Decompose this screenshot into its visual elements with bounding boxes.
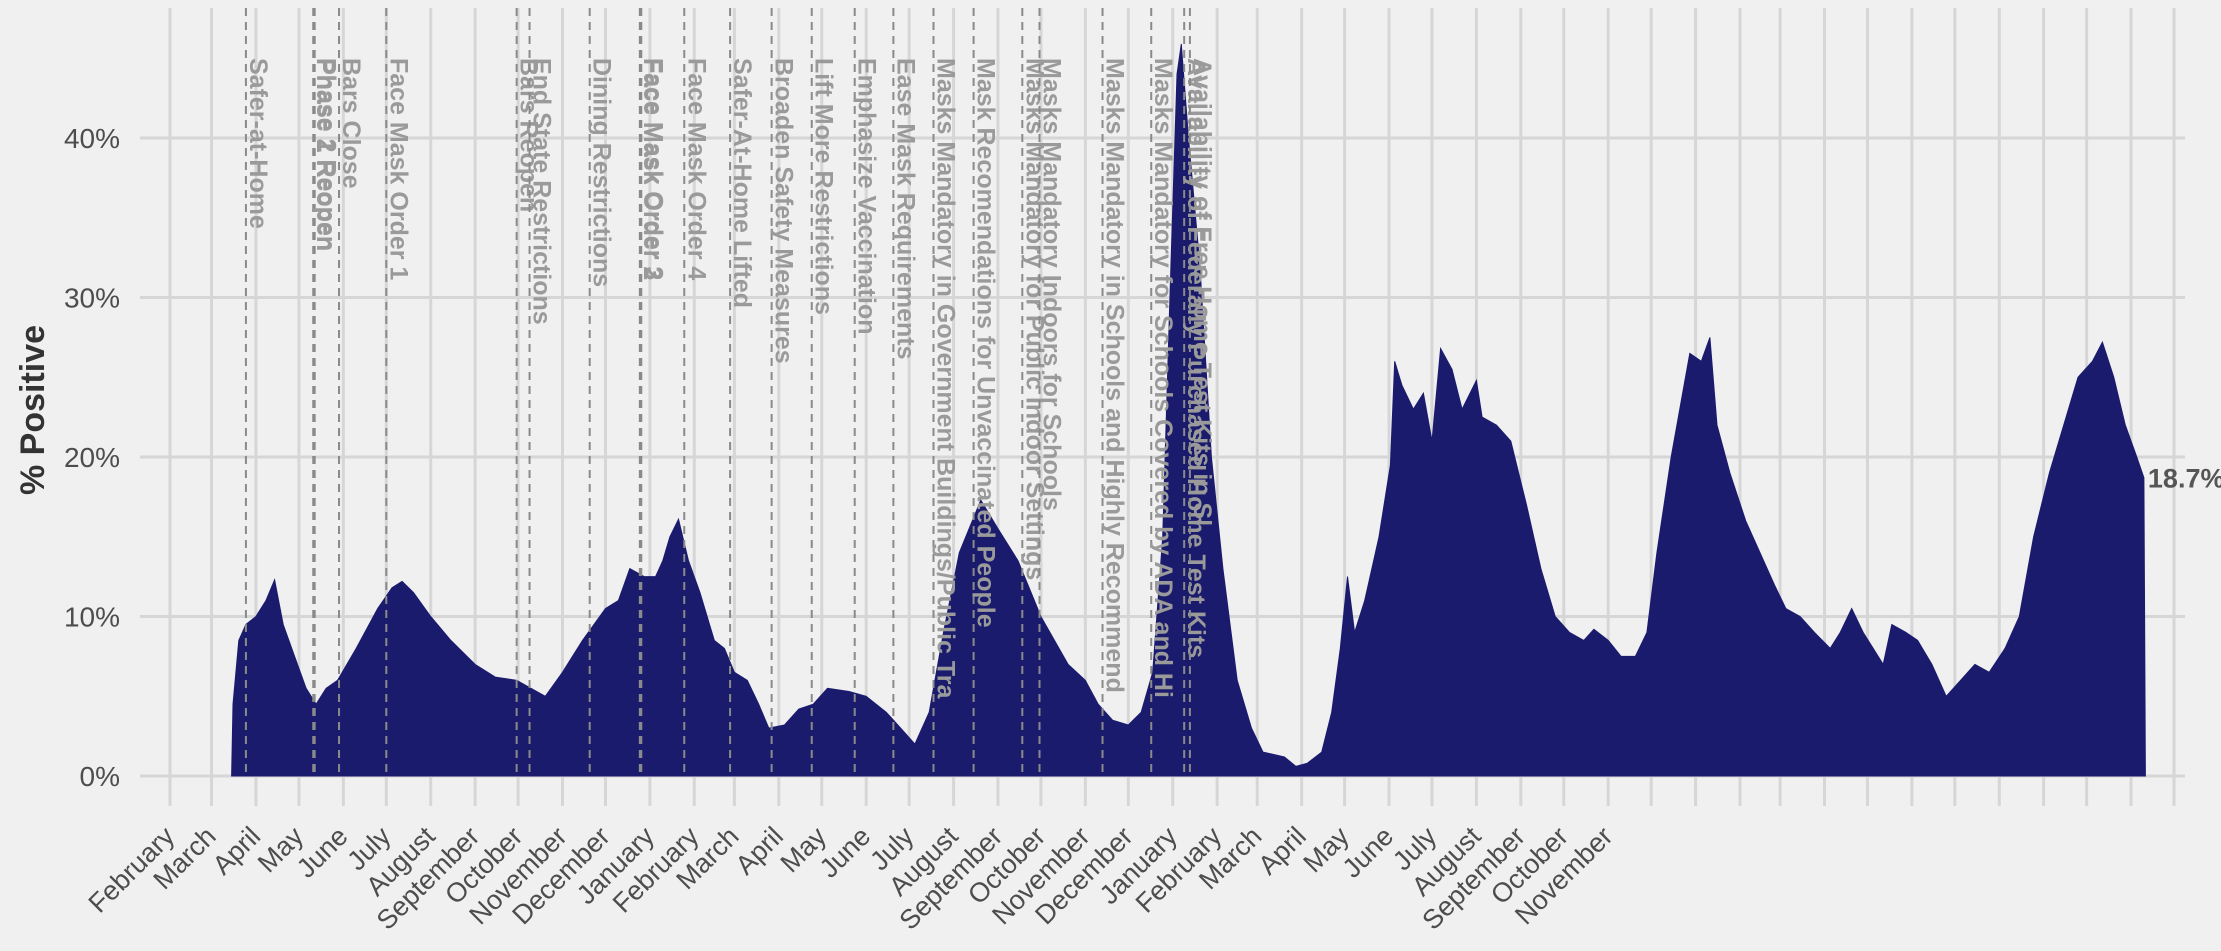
y-tick-label: 20% — [64, 442, 120, 473]
y-tick-label: 10% — [64, 602, 120, 633]
event-label: Face Mask Order 3 — [639, 58, 667, 280]
event-label: Face Mask Order 4 — [682, 58, 710, 280]
event-label: Ease Mask Requirements — [891, 58, 919, 360]
event-label: Masks Mandatory Indoors for Schools — [1037, 58, 1065, 511]
y-tick-label: 40% — [64, 123, 120, 154]
event-label: Masks Mandatory in Schools and Highly Re… — [1101, 58, 1129, 693]
event-label: Safer-At-Home Lifted — [728, 58, 756, 308]
y-axis-label: % Positive — [14, 325, 52, 495]
event-label: Phase 2 Reopen — [313, 58, 341, 251]
latest-value-label: 18.7% — [2148, 464, 2221, 494]
event-label: Emphasize Vaccination — [853, 58, 881, 335]
event-label: Masks Mandatory for Public Indoor Settin… — [1020, 58, 1048, 580]
event-label: Safer-at-Home — [244, 58, 272, 229]
y-tick-label: 30% — [64, 283, 120, 314]
positivity-area — [231, 43, 2146, 777]
event-label: Face Mask Order 2 — [638, 58, 666, 280]
y-axis-ticks: 0% 10% 20% 30% 40% — [64, 123, 120, 792]
event-label: Availability of Federally Purchased Home… — [1182, 58, 1210, 658]
event-label: Lift More Restrictions — [810, 58, 838, 315]
series-area — [231, 43, 2146, 777]
event-label: Masks Mandatory in Government Buildings/… — [931, 58, 959, 700]
event-label: Masks Mandatory for Schools Covered by A… — [1149, 58, 1177, 698]
event-label: Face Mask Order 1 — [384, 58, 412, 280]
event-label: Dining Restrictions — [588, 58, 616, 287]
y-tick-label: 0% — [80, 761, 120, 792]
event-label: Phase 1 Reopen — [311, 58, 339, 251]
event-label: End State Restrictions — [528, 58, 556, 325]
event-label: Bars Close — [337, 58, 365, 189]
event-label: Availability of Free Home Test Kits in S… — [1188, 58, 1216, 526]
event-label: Broaden Safety Measures — [770, 58, 798, 364]
event-label: Mask Recomendations for Unvaccinated Peo… — [972, 58, 1000, 628]
